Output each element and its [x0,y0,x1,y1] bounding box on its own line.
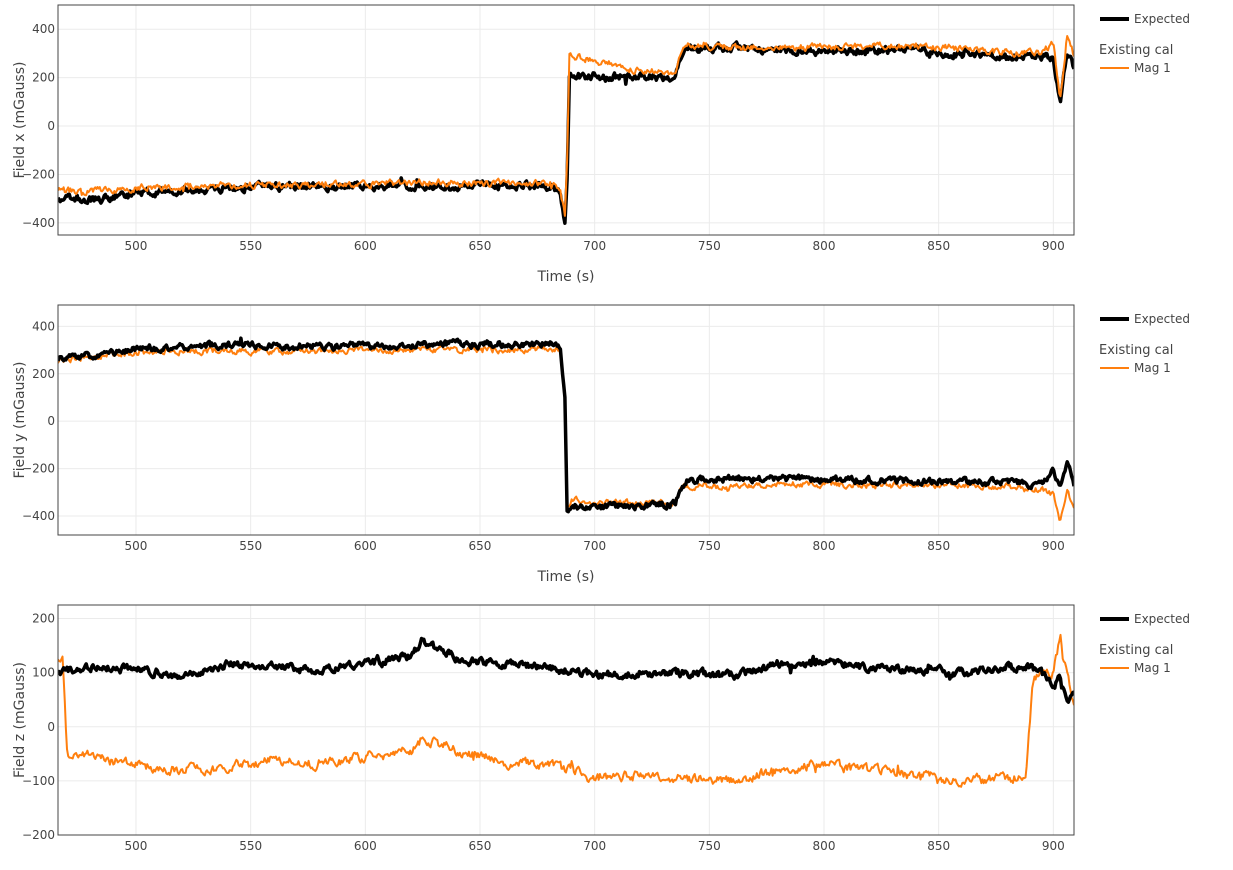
legend-item-expected[interactable]: Expected [1100,312,1190,326]
x-tick-label: 500 [125,239,148,253]
plot-area [57,4,1075,236]
x-tick-label: 750 [698,539,721,553]
legend-label: Mag 1 [1134,61,1171,75]
y-tick-label: 0 [47,414,55,428]
x-axis-title: Time (s) [537,569,595,585]
x-tick-label: 700 [583,539,606,553]
x-tick-label: 500 [125,839,148,853]
series-line-mag-1 [58,35,1074,217]
x-tick-label: 700 [583,839,606,853]
y-tick-label: 400 [32,22,55,36]
x-tick-label: 650 [469,539,492,553]
subplot-1: 500 550 600 650 700 750 800 850 900 −400 −200 0 200 4… [12,4,1190,285]
x-tick-label: 850 [927,839,950,853]
y-tick-label: −200 [22,462,55,476]
y-tick-label: −400 [22,509,55,523]
x-tick-label: 600 [354,539,377,553]
x-tick-label: 750 [698,239,721,253]
x-tick-label: 850 [927,539,950,553]
y-axis-title: Field z (mGauss) [12,662,28,778]
y-tick-label: −400 [22,216,55,230]
legend-group-title: Existing cal [1099,643,1173,658]
y-tick-label: 0 [47,720,55,734]
legend-group-title: Existing cal [1099,43,1173,58]
y-tick-label: −200 [22,167,55,181]
x-tick-label: 800 [813,839,836,853]
series-line-expected [58,336,1074,514]
y-axis-title: Field y (mGauss) [12,362,28,479]
legend-label: Expected [1134,612,1190,626]
x-tick-label: 600 [354,239,377,253]
legend-item-mag-1[interactable]: Mag 1 [1100,61,1171,75]
x-tick-label: 650 [469,839,492,853]
legend-item-expected[interactable]: Expected [1100,612,1190,626]
y-tick-label: 200 [32,612,55,626]
series-line-mag-1 [58,633,1074,788]
x-tick-label: 800 [813,539,836,553]
legend-label: Mag 1 [1134,661,1171,675]
x-tick-label: 550 [239,239,262,253]
legend-label: Expected [1134,12,1190,26]
y-tick-label: 200 [32,367,55,381]
x-tick-label: 500 [125,539,148,553]
x-tick-label: 550 [239,539,262,553]
x-tick-label: 850 [927,239,950,253]
x-tick-label: 900 [1042,539,1065,553]
x-tick-label: 600 [354,839,377,853]
legend-item-expected[interactable]: Expected [1100,12,1190,26]
legend-item-mag-1[interactable]: Mag 1 [1100,361,1171,375]
x-tick-label: 750 [698,839,721,853]
legend-label: Mag 1 [1134,361,1171,375]
legend: Expected Existing cal Mag 1 [1099,12,1190,75]
y-tick-label: 400 [32,319,55,333]
x-tick-label: 800 [813,239,836,253]
series-line-expected [58,636,1074,704]
y-tick-label: 0 [47,119,55,133]
legend-group-title: Existing cal [1099,343,1173,358]
subplot-2: 500 550 600 650 700 750 800 850 900 −400 −200 0 200 4… [12,304,1190,585]
y-tick-label: −200 [22,828,55,842]
x-tick-label: 900 [1042,239,1065,253]
y-axis-title: Field x (mGauss) [12,62,28,179]
subplot-3: 500 550 600 650 700 750 800 850 900 −200 −100 0 100 2… [12,604,1190,853]
x-tick-label: 550 [239,839,262,853]
legend-item-mag-1[interactable]: Mag 1 [1100,661,1171,675]
legend: Expected Existing cal Mag 1 [1099,312,1190,375]
plot-area [57,604,1075,836]
y-tick-label: 100 [32,666,55,680]
x-tick-label: 650 [469,239,492,253]
plot-area [57,304,1075,536]
y-tick-label: −100 [22,774,55,788]
y-tick-label: 200 [32,71,55,85]
x-tick-label: 900 [1042,839,1065,853]
legend: Expected Existing cal Mag 1 [1099,612,1190,675]
legend-label: Expected [1134,312,1190,326]
x-axis-title: Time (s) [537,269,595,285]
x-tick-label: 700 [583,239,606,253]
